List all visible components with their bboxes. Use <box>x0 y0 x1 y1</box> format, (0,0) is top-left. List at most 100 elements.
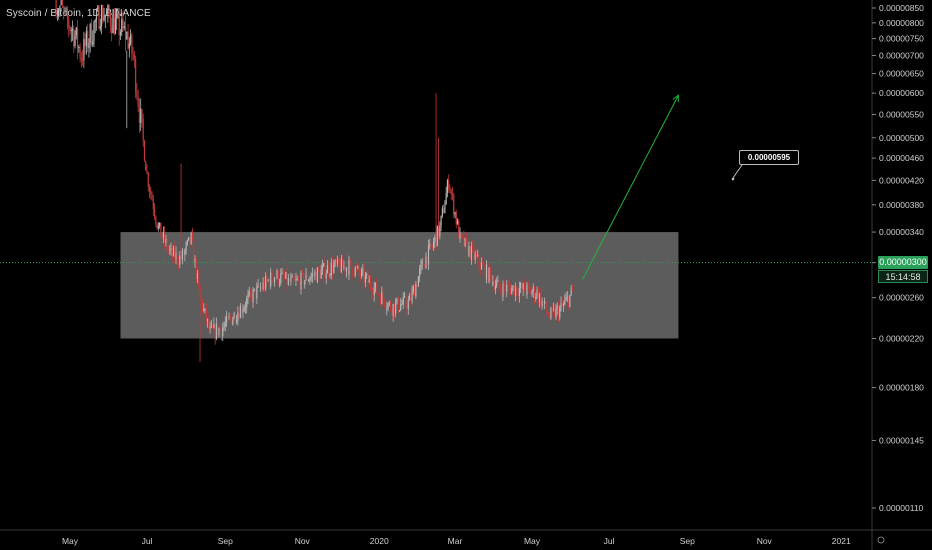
candle-body <box>436 226 438 247</box>
candle-body <box>254 288 257 299</box>
candle-body <box>171 248 173 257</box>
candle-body <box>198 273 200 285</box>
candle-body <box>237 312 239 321</box>
candle-body <box>451 193 454 195</box>
candle-body <box>357 266 359 268</box>
candle-body <box>414 287 416 297</box>
candle-body <box>383 299 385 307</box>
x-tick-label: 2021 <box>832 536 851 546</box>
candle-body <box>482 262 484 265</box>
candle-body <box>402 296 404 305</box>
candle-body <box>323 263 325 266</box>
chart-title: Syscoin / Bitcoin, 1D, BINANCE <box>6 8 151 19</box>
candle-body <box>392 303 394 316</box>
candle-body <box>499 288 502 291</box>
candle-body <box>381 291 383 305</box>
candle-body <box>148 186 151 192</box>
candle-body <box>324 263 326 279</box>
candle-body <box>378 294 380 297</box>
candle-body <box>65 6 67 8</box>
candle-body <box>114 18 117 34</box>
support-resistance-range-box <box>120 232 679 339</box>
candle-body <box>104 14 106 18</box>
candle-body <box>68 18 70 28</box>
candle-body <box>191 232 194 241</box>
candle-body <box>411 291 413 302</box>
candle-body <box>281 272 283 274</box>
candle-body <box>135 58 137 92</box>
candle-body <box>473 247 475 260</box>
candle-body <box>98 5 100 29</box>
candle-body <box>56 10 58 15</box>
candle-body <box>421 260 423 264</box>
y-tick-label: 0.00000600 <box>879 88 924 98</box>
candle-body <box>206 319 209 322</box>
axis-settings-icon <box>877 536 885 544</box>
candle-body <box>561 303 563 306</box>
candle-body <box>305 273 307 281</box>
candle-body <box>213 323 215 329</box>
candle-body <box>97 5 99 9</box>
candle-body <box>329 275 331 276</box>
candle-body <box>358 266 360 273</box>
candle-body <box>373 287 375 296</box>
candle-body <box>128 43 130 49</box>
candle-body <box>339 264 341 273</box>
candle-body <box>514 287 517 296</box>
target-price-callout[interactable]: 0.00000595 <box>739 150 799 165</box>
candle-body <box>479 264 481 270</box>
candle-body <box>437 226 440 237</box>
candle-body <box>285 272 287 279</box>
candle-body <box>291 275 293 278</box>
candle-body <box>251 294 253 303</box>
candle-body <box>103 17 105 21</box>
x-tick-label: Jul <box>604 536 615 546</box>
y-tick-label: 0.00000650 <box>879 69 924 79</box>
candle-body <box>63 5 65 9</box>
candle-body <box>92 41 94 45</box>
candle-body <box>432 242 435 248</box>
candle-body <box>260 287 262 289</box>
candle-body <box>78 46 80 49</box>
candle-body <box>311 273 313 277</box>
candle-body <box>542 301 544 305</box>
candle-body <box>263 282 265 289</box>
candle-body <box>449 188 451 192</box>
candle-body <box>55 0 57 15</box>
x-tick-label: Nov <box>295 536 311 546</box>
candle-body <box>523 283 526 292</box>
candle-body <box>569 294 571 307</box>
candle-body <box>212 325 214 329</box>
candle-body <box>174 247 176 259</box>
candle-body <box>166 239 168 250</box>
candle-body <box>513 285 515 296</box>
candle-body <box>88 42 90 49</box>
candle-body <box>530 288 532 295</box>
y-tick-label: 0.00000260 <box>879 293 924 303</box>
candle-body <box>431 247 433 248</box>
candle-body <box>516 287 518 294</box>
candle-body <box>282 272 284 278</box>
candle-body <box>132 53 134 55</box>
candle-body <box>456 220 459 225</box>
candle-body <box>113 14 115 34</box>
candle-body <box>230 318 233 325</box>
candle-body <box>441 208 443 216</box>
candle-body <box>415 284 417 297</box>
candle-body <box>297 279 300 281</box>
candle-body <box>95 8 98 21</box>
candle-body <box>537 289 539 302</box>
candle-body <box>273 277 276 283</box>
candle-body <box>153 209 156 217</box>
candle-body <box>508 285 510 288</box>
candle-body <box>328 265 330 276</box>
candle-body <box>363 269 365 283</box>
candle-body <box>472 245 474 248</box>
y-tick-label: 0.00000420 <box>879 175 924 185</box>
candle-body <box>176 252 178 263</box>
candle-body <box>66 6 69 19</box>
candle-body <box>354 267 356 276</box>
candle-body <box>203 308 205 311</box>
candle-body <box>119 32 122 36</box>
